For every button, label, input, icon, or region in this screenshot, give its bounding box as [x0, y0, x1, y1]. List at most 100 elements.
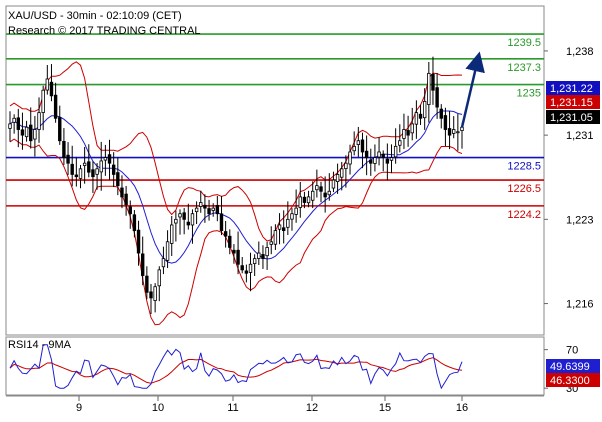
rsi-y-tick-label: 70 — [566, 345, 578, 357]
candle-body — [294, 207, 298, 215]
candle — [149, 283, 153, 315]
x-tick-label: 11 — [227, 402, 238, 414]
candle-body — [319, 186, 323, 192]
candle-body — [99, 160, 103, 173]
candle — [53, 82, 58, 123]
candle-body — [269, 241, 273, 245]
candle — [240, 256, 244, 274]
candle-body — [70, 163, 74, 175]
candle — [107, 139, 112, 180]
price-tag-label: 1,231.15 — [550, 97, 593, 109]
candle — [277, 213, 282, 245]
candle — [373, 144, 377, 172]
candle — [381, 150, 385, 172]
candle-body — [95, 168, 99, 175]
candle-body — [103, 157, 108, 161]
bollinger-upper-line — [9, 61, 463, 242]
candle — [174, 210, 178, 242]
candle — [252, 254, 257, 276]
candle-body — [393, 145, 398, 158]
candle-body — [140, 253, 145, 276]
candle-body — [211, 207, 215, 211]
candle-body — [377, 151, 381, 158]
candle-body — [344, 162, 348, 170]
candle — [364, 135, 369, 176]
rsi-tag-label: 49.6399 — [550, 361, 590, 373]
candle — [356, 126, 361, 157]
candle-body — [124, 193, 128, 206]
price-tag-label: 1,231.05 — [550, 112, 593, 124]
candle — [269, 226, 273, 255]
candle-body — [190, 213, 195, 226]
candle-body — [58, 117, 62, 142]
candle — [178, 209, 182, 235]
candle-body — [107, 154, 112, 164]
rsi-ma-line — [9, 357, 463, 384]
candle-body — [41, 89, 45, 113]
candle-body — [306, 196, 311, 204]
candle-body — [16, 117, 20, 130]
x-tick-label: 16 — [456, 402, 468, 414]
candle — [24, 120, 29, 142]
candle — [385, 143, 390, 181]
candle-body — [132, 214, 137, 231]
candle — [435, 72, 439, 119]
candle-body — [327, 190, 332, 196]
candle — [273, 224, 278, 250]
candle — [406, 115, 410, 147]
time-axis: 9 10 11 12 15 16 — [76, 396, 468, 414]
candle — [323, 176, 327, 213]
level-label-1226.5: 1226.5 — [507, 183, 541, 195]
candle-body — [456, 131, 460, 134]
candle-body — [91, 169, 95, 178]
candle-body — [174, 218, 178, 224]
candle-body — [149, 291, 153, 299]
candle — [82, 146, 87, 184]
candle — [431, 56, 435, 105]
candle — [306, 190, 311, 208]
candle-body — [281, 227, 286, 231]
candle — [140, 236, 145, 286]
candle-body — [277, 224, 282, 230]
price-tag-ask: 1,231.22 — [546, 81, 600, 95]
candle-body — [435, 87, 439, 108]
forecast-arrow-line — [460, 51, 485, 128]
candle-body — [45, 78, 50, 91]
candle — [344, 155, 348, 188]
candle-body — [460, 126, 464, 131]
rsi-tag-box — [546, 373, 600, 387]
chart-title: XAU/USD - 30min - 02:10:09 (CET) — [8, 10, 182, 22]
x-tick-label: 9 — [76, 402, 82, 414]
candle-body — [240, 265, 244, 271]
candle-body — [20, 129, 25, 136]
candle — [62, 128, 66, 165]
candle-body — [452, 129, 456, 134]
rsi-tag-ma: 46.3300 — [546, 373, 600, 387]
candle-body — [199, 202, 203, 207]
candle — [348, 144, 352, 175]
candle-body — [87, 161, 91, 173]
candle-body — [406, 130, 410, 136]
candle — [265, 241, 269, 270]
candle — [128, 200, 132, 229]
candle-body — [402, 129, 406, 139]
candle — [414, 100, 419, 139]
candle-body — [8, 123, 12, 129]
candle — [99, 141, 103, 191]
candle — [315, 169, 319, 198]
candle-body — [111, 164, 116, 175]
candle — [124, 185, 128, 216]
candle-body — [157, 269, 161, 287]
price-axis: 1,238 1,231 1,223 1,216 — [544, 46, 594, 311]
candle — [439, 104, 443, 129]
candle — [132, 210, 137, 238]
candle — [203, 194, 207, 223]
candle — [157, 266, 161, 302]
candle — [66, 142, 70, 176]
y-tick-label: 1,231 — [566, 130, 594, 142]
candle — [223, 220, 228, 248]
candle — [165, 230, 170, 269]
candle — [29, 107, 33, 149]
candle — [294, 189, 298, 223]
candle-body — [447, 128, 452, 136]
